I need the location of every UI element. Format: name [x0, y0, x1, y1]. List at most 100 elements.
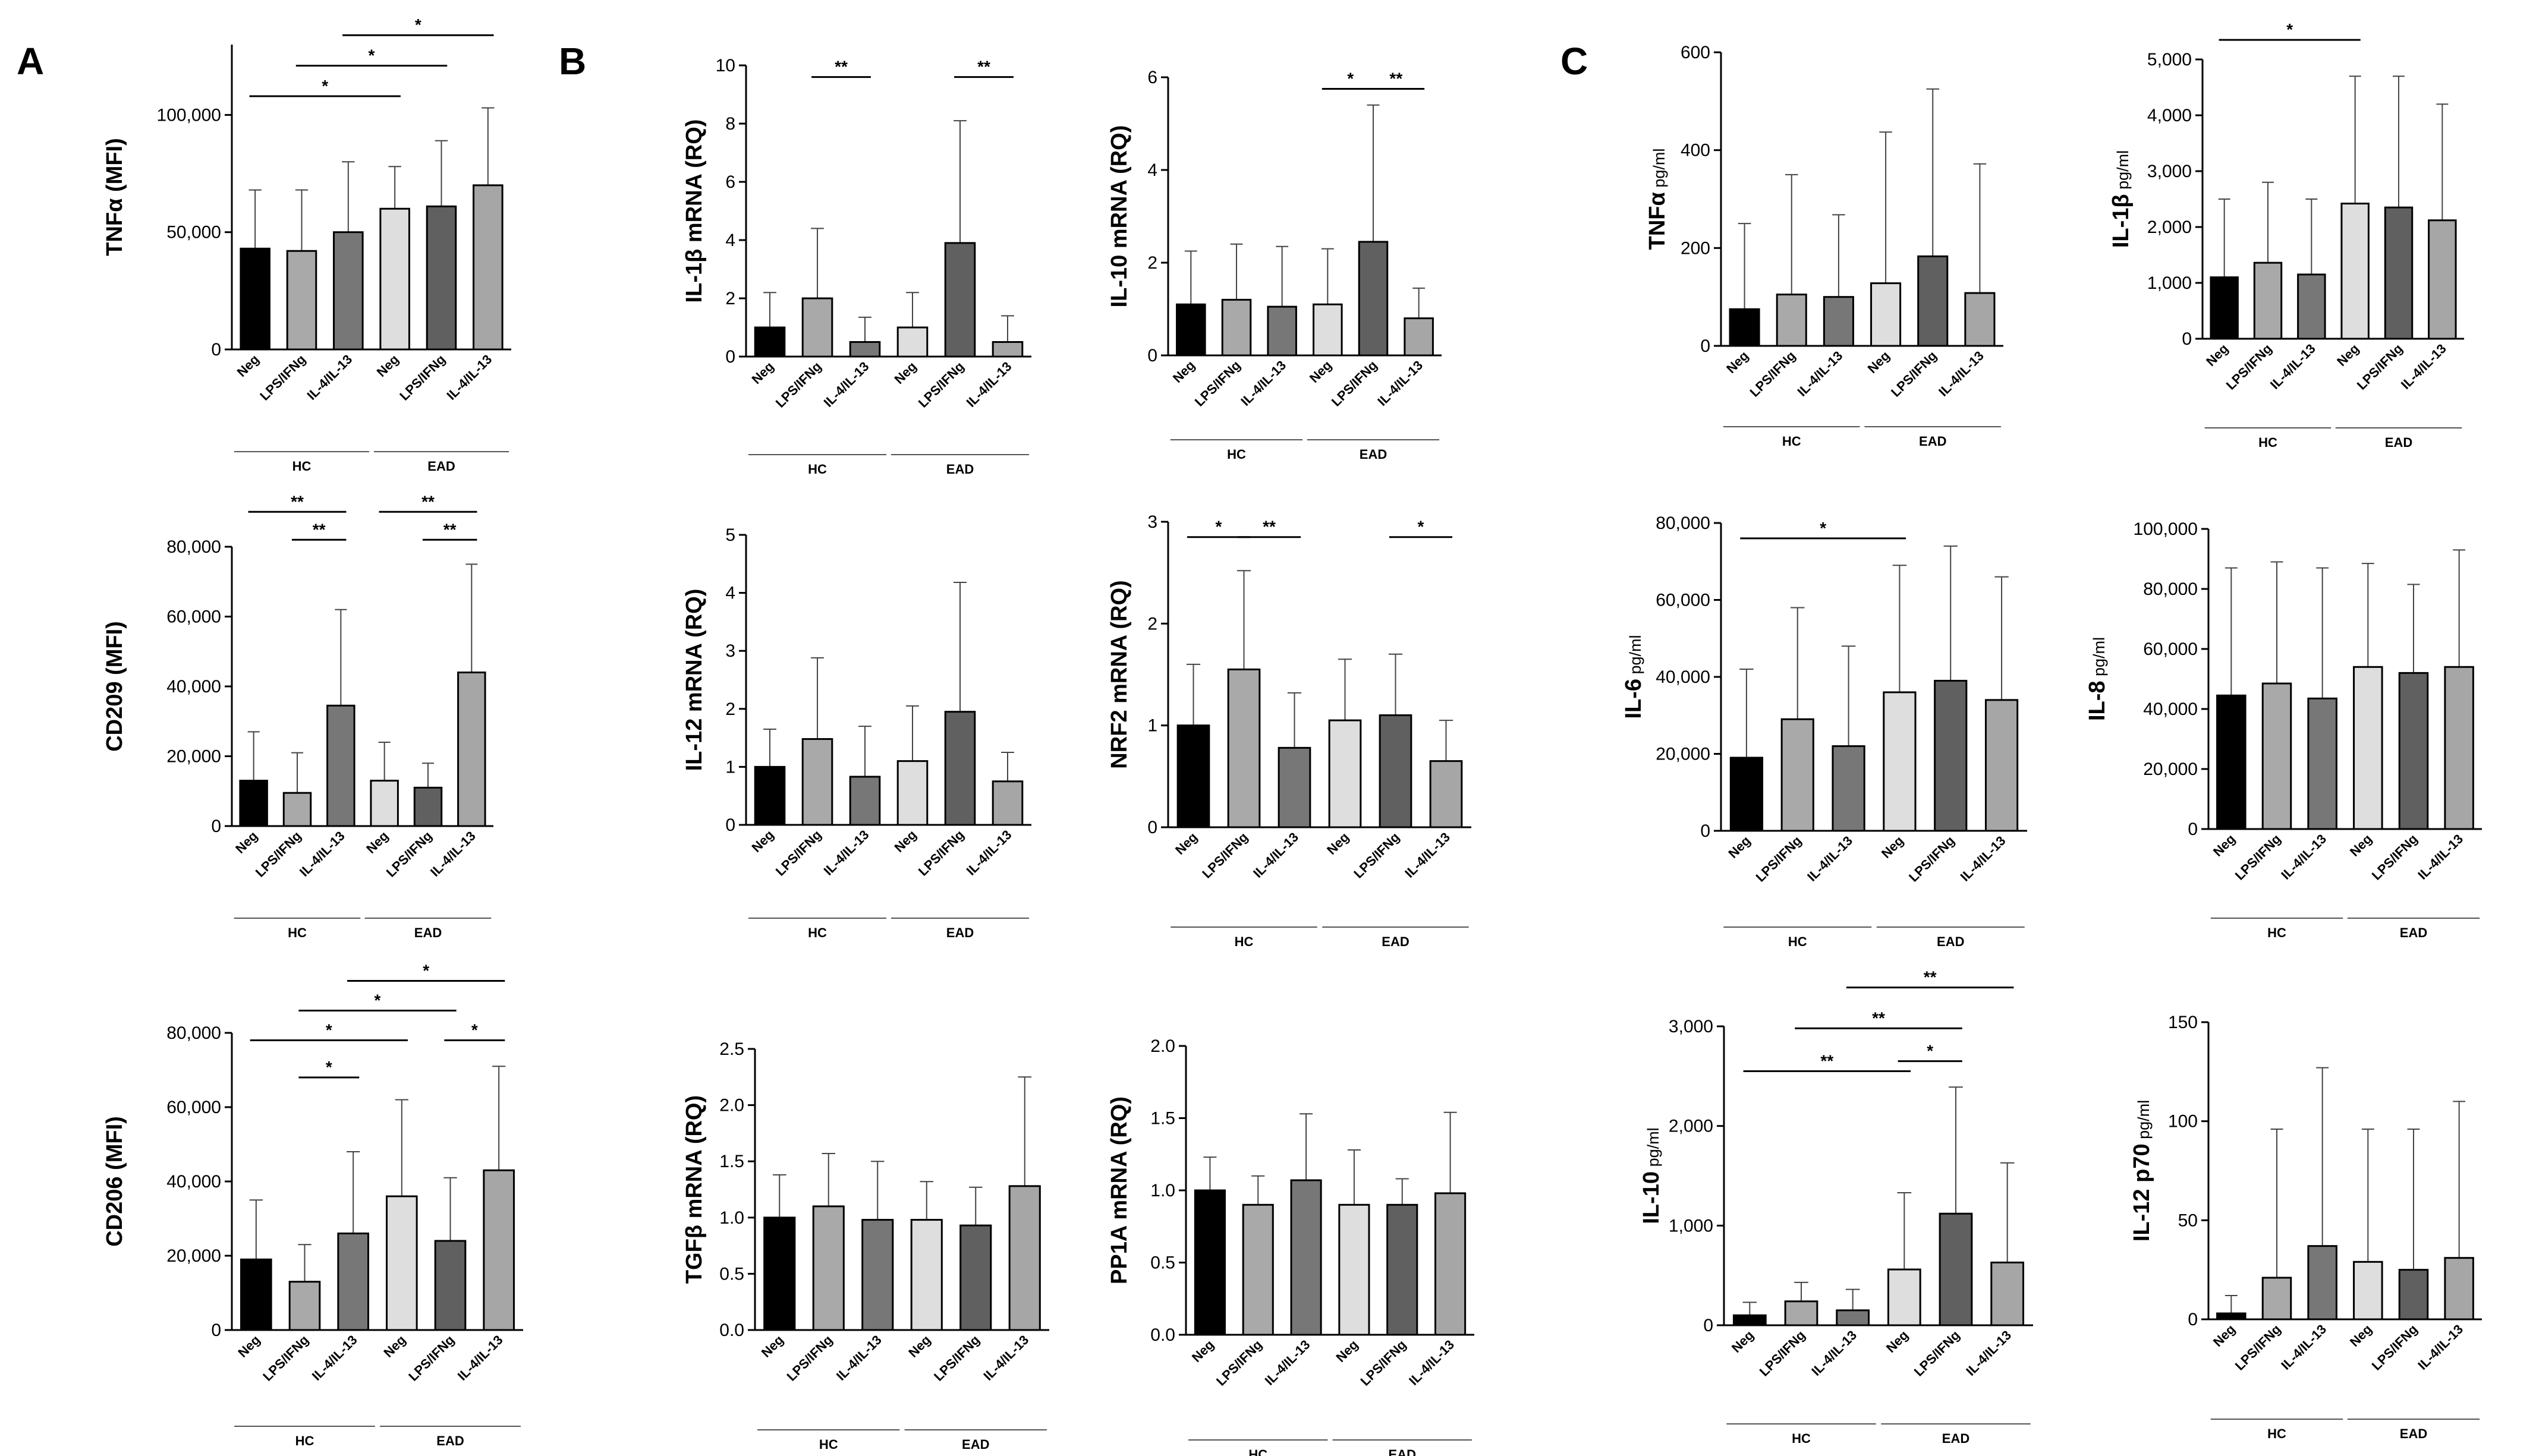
category-label: LPS/IFNg [383, 828, 435, 880]
chart-c2: 01,0002,0003,0004,0005,000NegLPS/IFNgIL-… [2109, 20, 2464, 450]
chart-c4: 020,00040,00060,00080,000100,000NegLPS/I… [2085, 519, 2482, 940]
y-tick-label: 200 [1681, 238, 1710, 258]
bar-il-4-il-13-ead [2428, 219, 2457, 340]
group-label-ead: EAD [1389, 1447, 1416, 1456]
group-label-hc: HC [2267, 925, 2286, 940]
category-label: IL-4/IL-13 [821, 359, 872, 410]
bar-neg-ead [896, 326, 929, 358]
category-label: LPS/IFNg [253, 828, 304, 880]
y-tick-label: 40,000 [166, 677, 221, 697]
significance-marker: * [1418, 518, 1424, 536]
category-label: IL-4/IL-13 [2267, 341, 2318, 392]
y-axis-label: IL-10 pg/ml [1639, 1127, 1664, 1224]
bar-neg-ead [1313, 303, 1343, 357]
y-tick-label: 60,000 [166, 607, 221, 627]
bar-neg-ead [896, 760, 929, 826]
bar-neg-ead [1887, 1268, 1921, 1326]
group-label-ead: EAD [946, 925, 974, 940]
bar-lps-ifng-hc [2253, 261, 2283, 340]
category-label: LPS/IFNg [1906, 833, 1958, 885]
bar-il-4-il-13-ead [1008, 1185, 1041, 1331]
bar-neg-ead [2353, 1260, 2383, 1321]
bar-il-4-il-13-ead [1964, 292, 1996, 347]
category-label: LPS/IFNg [1192, 358, 1244, 409]
group-label-ead: EAD [946, 462, 974, 477]
category-label: LPS/IFNg [2232, 1322, 2284, 1373]
y-tick-label: 1.0 [719, 1208, 744, 1228]
y-axis-label: IL-8 pg/ml [2085, 637, 2110, 721]
bar-il-4-il-13-hc [849, 776, 881, 826]
y-axis-label-main: IL-6 [1621, 679, 1646, 719]
y-tick-label: 80,000 [166, 1023, 221, 1043]
bar-lps-ifng-hc [2261, 1277, 2292, 1321]
chart-a2: 020,00040,00060,00080,000NegLPS/IFNgIL-4… [102, 492, 493, 940]
chart-a3: 020,00040,00060,00080,000NegLPS/IFNgIL-4… [102, 962, 523, 1448]
category-label: Neg [232, 828, 260, 856]
category-label: IL-4/IL-13 [443, 352, 495, 403]
bar-lps-ifng-hc [282, 792, 312, 827]
bar-il-4-il-13-hc [1823, 296, 1854, 347]
y-axis-label-main: IL-10 [1639, 1171, 1664, 1224]
bar-lps-ifng-hc [1227, 668, 1261, 828]
bar-neg-hc [2216, 694, 2246, 830]
category-label: LPS/IFNg [1911, 1328, 1963, 1379]
bar-lps-ifng-hc [1242, 1203, 1274, 1336]
y-tick-label: 3,000 [1669, 1017, 1713, 1036]
category-label: IL-4/IL-13 [1406, 1337, 1457, 1388]
panel-letter-b: B [559, 40, 586, 83]
y-tick-label: 100 [2168, 1112, 2198, 1132]
category-label: LPS/IFNg [1213, 1337, 1265, 1389]
category-label: IL-4/IL-13 [2278, 1322, 2329, 1373]
category-label: IL-4/IL-13 [1374, 358, 1426, 409]
bar-lps-ifng-hc [2261, 682, 2292, 830]
bar-lps-ifng-hc [286, 250, 317, 351]
bar-neg-hc [1176, 303, 1206, 357]
bar-neg-hc [754, 326, 786, 358]
y-tick-label: 40,000 [166, 1172, 221, 1192]
category-label: IL-4/IL-13 [2415, 1322, 2466, 1373]
bar-il-4-il-13-ead [992, 341, 1024, 358]
y-tick-label: 100,000 [2134, 519, 2198, 539]
bar-neg-hc [1729, 757, 1764, 832]
category-label: IL-4/IL-13 [2278, 831, 2329, 883]
category-label: LPS/IFNg [931, 1332, 983, 1384]
category-label: Neg [1865, 348, 1893, 376]
significance-marker: ** [1389, 70, 1402, 88]
category-label: IL-4/IL-13 [1262, 1337, 1313, 1388]
group-label-hc: HC [808, 925, 827, 940]
category-label: LPS/IFNg [915, 827, 967, 879]
y-tick-label: 1,000 [2147, 273, 2192, 293]
bar-il-4-il-13-hc [2307, 1245, 2337, 1321]
y-tick-label: 60,000 [1656, 591, 1710, 610]
bar-lps-ifng-ead [944, 242, 976, 358]
y-tick-label: 5 [725, 525, 735, 545]
bar-lps-ifng-hc [1780, 718, 1814, 832]
category-label: LPS/IFNg [784, 1332, 835, 1384]
y-axis-label-unit: pg/ml [2114, 150, 2132, 194]
category-label: Neg [1307, 358, 1335, 386]
category-label: LPS/IFNg [1757, 1328, 1808, 1379]
category-label: IL-4/IL-13 [964, 359, 1015, 410]
significance-marker: * [322, 77, 328, 95]
group-label-ead: EAD [1942, 1431, 1969, 1446]
significance-marker: * [326, 1021, 332, 1039]
bar-lps-ifng-ead [1934, 679, 1968, 832]
significance-marker: ** [421, 492, 435, 510]
y-axis-label-main: TNFα [1645, 192, 1670, 250]
y-axis-label-main: TGFβ mRNA (RQ) [682, 1095, 707, 1284]
y-tick-label: 2 [725, 699, 735, 719]
y-tick-label: 6 [725, 172, 735, 192]
significance-marker: ** [313, 520, 326, 538]
y-tick-label: 3,000 [2147, 162, 2192, 181]
category-label: IL-4/IL-13 [964, 827, 1015, 878]
y-axis-label: IL-10 mRNA (RQ) [1107, 125, 1132, 308]
y-axis-label: IL-6 pg/ml [1621, 635, 1646, 718]
category-label: IL-4/IL-13 [297, 828, 348, 880]
bar-lps-ifng-hc [801, 297, 833, 358]
y-axis-label: TNFα (MFI) [102, 138, 127, 256]
bar-lps-ifng-ead [944, 711, 976, 826]
